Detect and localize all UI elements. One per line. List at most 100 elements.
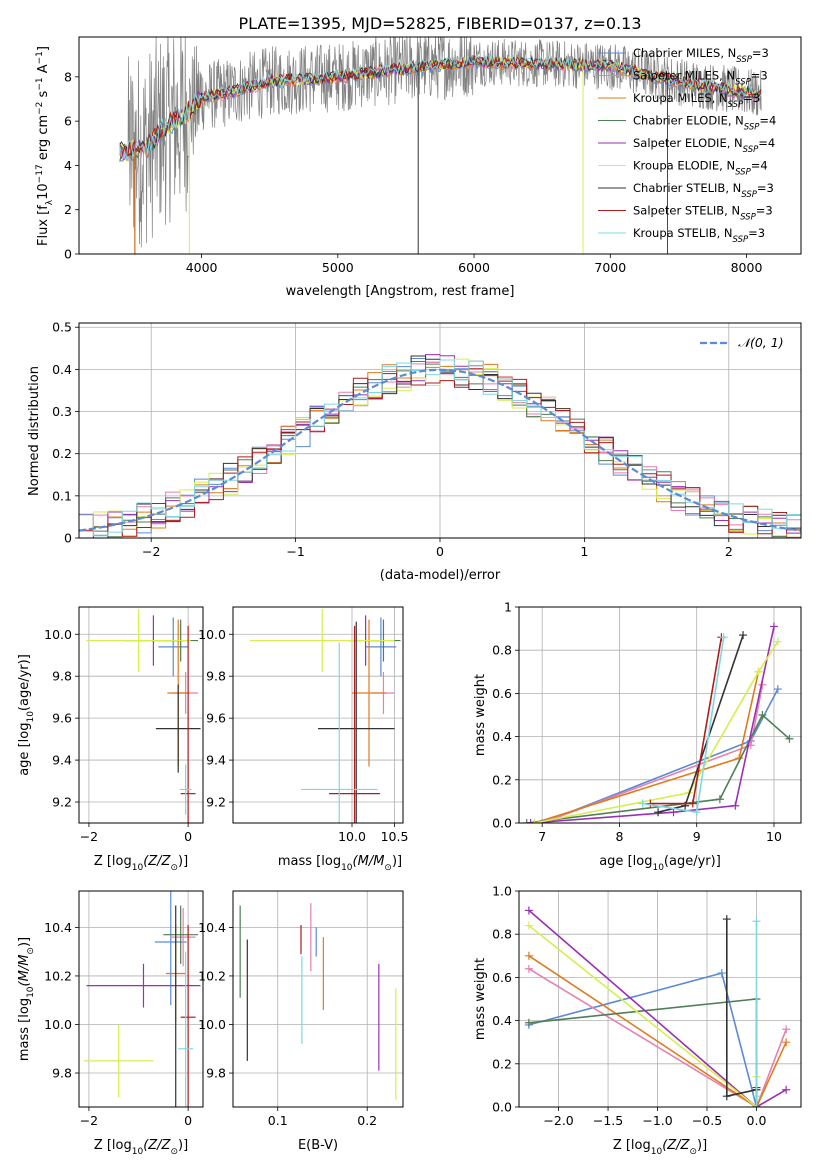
weight-marker-kroupa_elodie — [530, 819, 539, 823]
y-tick-label: 9.4 — [52, 753, 72, 768]
weight-marker-kroupa_stelib — [719, 633, 728, 642]
panel-mass_vs_ebv: 0.1 0.2 9.8 10.0 10.2 10.4 E(B-V) — [198, 890, 404, 1153]
weight-marker-kroupa_elodie — [754, 667, 763, 676]
weight-marker-kroupa_elodie — [773, 637, 782, 646]
y-tick-label: 0.0 — [492, 816, 512, 831]
weight-marker-salpeter_stelib — [646, 799, 655, 808]
y-tick-label: 0.3 — [52, 404, 72, 419]
weight-line-kroupa_stelib — [642, 637, 725, 814]
weight-marker-chabrier_elodie — [785, 734, 794, 743]
weight-line-salpeter_miles — [541, 684, 764, 823]
y-tick-label: 10.2 — [44, 968, 72, 983]
weight-marker-chabrier_elodie — [522, 819, 531, 823]
x-tick-label: 7 — [538, 829, 546, 844]
axes-frame — [232, 606, 404, 824]
weight-line-salpeter_elodie — [528, 909, 787, 1107]
y-tick-label: 0.2 — [492, 1056, 512, 1071]
y-tick-label: 9.4 — [206, 753, 226, 768]
x-axis-label: E(B-V) — [298, 1138, 338, 1153]
figure-title: PLATE=1395, MJD=52825, FIBERID=0137, z=0… — [238, 14, 641, 33]
y-axis-label: age [log10(age/yr)] — [17, 654, 36, 776]
plot-area — [519, 607, 801, 823]
weight-line-chabrier_elodie — [526, 713, 790, 823]
y-tick-label: 0.8 — [492, 927, 512, 942]
x-axis-label: age [log10(age/yr)] — [599, 854, 721, 873]
y-tick-label: 0.1 — [52, 488, 72, 503]
panel-weight_vs_age: 7 8 9 10 0.0 0.2 0.4 0.6 0.8 1 age [log10(age/yr)]… — [473, 600, 802, 873]
y-tick-label: 9.6 — [206, 711, 226, 726]
weight-marker-salpeter_elodie — [769, 622, 778, 631]
weight-marker-kroupa_stelib — [752, 1103, 761, 1107]
histogram-chabrier_stelib — [79, 355, 801, 529]
histogram-salpeter_stelib — [79, 368, 801, 538]
x-axis-label: wavelength [Angstrom, rest frame] — [286, 284, 515, 299]
y-tick-label: 0.2 — [492, 772, 512, 787]
y-tick-label: 10.4 — [198, 920, 226, 935]
panel-weight_vs_Z: −2.0 −1.5 −1.0 −0.5 0.0 0.0 0.2 0.4 0.6 0.8 1.0 Z [… — [473, 884, 802, 1157]
axes-frame — [518, 606, 802, 824]
y-tick-label: 2 — [64, 202, 72, 217]
legend-label-chabrier_elodie: Chabrier ELODIE, NSSP=4 — [633, 114, 776, 133]
panel-mass_vs_Z: −2 0 9.8 10.0 10.2 10.4 Z [log10(Z/Z⊙)] mass [l… — [17, 890, 204, 1157]
x-tick-label: 4000 — [186, 260, 218, 275]
y-tick-label: 0.2 — [52, 446, 72, 461]
y-tick-label: 10.4 — [44, 920, 72, 935]
x-tick-label: 0.0 — [747, 1113, 767, 1128]
x-tick-label: −1 — [286, 544, 304, 559]
weight-marker-kroupa_stelib — [752, 917, 761, 926]
legend-label-kroupa_miles: Kroupa MILES, NSSP=3 — [633, 91, 760, 110]
x-tick-label: −1.5 — [593, 1113, 623, 1128]
y-axis-label: mass [log10(M/M⊙)] — [17, 937, 36, 1061]
x-tick-label: −1.0 — [642, 1113, 672, 1128]
model-spectrum-kroupa_stelib — [119, 53, 762, 160]
y-tick-label: 0.6 — [492, 686, 512, 701]
weight-marker-chabrier_elodie — [715, 795, 724, 804]
y-tick-label: 9.8 — [52, 1066, 72, 1081]
y-tick-label: 6 — [64, 114, 72, 129]
x-tick-label: 10.5 — [381, 829, 409, 844]
y-tick-label: 0.8 — [492, 643, 512, 658]
y-tick-label: 0 — [64, 531, 72, 546]
model-spectrum-salpeter_stelib — [119, 54, 762, 159]
weight-marker-chabrier_stelib — [722, 915, 731, 924]
weight-marker-salpeter_elodie — [669, 808, 678, 817]
weight-marker-salpeter_miles — [524, 964, 533, 973]
x-tick-label: 6000 — [458, 260, 490, 275]
y-tick-label: 1 — [504, 600, 512, 615]
y-tick-label: 9.2 — [206, 795, 226, 810]
x-tick-label: 10 — [766, 829, 782, 844]
x-tick-label: −2 — [80, 829, 98, 844]
x-tick-label: 0.1 — [268, 1113, 288, 1128]
y-tick-label: 10.0 — [198, 1017, 226, 1032]
y-tick-label: 10.2 — [198, 968, 226, 983]
y-tick-label: 0 — [64, 247, 72, 262]
weight-marker-chabrier_miles — [773, 685, 782, 694]
x-tick-label: −2.0 — [543, 1113, 573, 1128]
plot-area — [119, 37, 762, 254]
y-tick-label: 9.8 — [206, 1066, 226, 1081]
y-tick-label: 0.0 — [492, 1100, 512, 1115]
x-tick-label: 8 — [615, 829, 623, 844]
weight-marker-kroupa_stelib — [692, 808, 701, 817]
x-tick-label: 7000 — [594, 260, 626, 275]
x-tick-label: 5000 — [322, 260, 354, 275]
legend-label-salpeter_miles: Salpeter MILES, NSSP=3 — [633, 69, 768, 88]
x-tick-label: 0 — [436, 544, 444, 559]
histogram-kroupa_stelib — [79, 359, 801, 537]
weight-marker-kroupa_elodie — [524, 921, 533, 930]
weight-marker-kroupa_stelib — [752, 1092, 761, 1101]
panel-age_vs_Z: −2 0 9.2 9.4 9.6 9.8 10.0 Z [log10(Z/Z⊙)] age [l… — [17, 606, 204, 873]
legend-label-normal: 𝒩(0, 1) — [738, 335, 784, 350]
plot-area — [233, 891, 403, 1107]
weight-marker-salpeter_stelib — [688, 799, 697, 808]
x-tick-label: 0 — [184, 829, 192, 844]
y-tick-label: 8 — [64, 69, 72, 84]
x-tick-label: 8000 — [731, 260, 763, 275]
weight-line-kroupa_elodie — [534, 641, 779, 823]
y-tick-label: 9.8 — [206, 669, 226, 684]
legend-label-chabrier_miles: Chabrier MILES, NSSP=3 — [633, 46, 769, 65]
panel-residuals: −2 −1 0 1 2 0 0.1 0.2 0.3 0.4 0.5 𝒩(0, 1) (data-mode… — [27, 320, 802, 583]
y-tick-label: 9.8 — [52, 669, 72, 684]
y-tick-label: 9.2 — [52, 795, 72, 810]
